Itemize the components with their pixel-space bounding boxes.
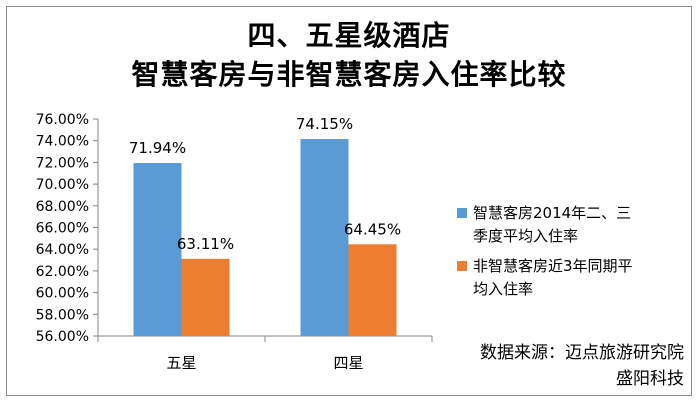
y-tick-label: 68.00% bbox=[36, 199, 89, 215]
y-tick-label: 70.00% bbox=[36, 177, 89, 193]
y-tick-label: 74.00% bbox=[36, 134, 89, 150]
y-tick-label: 76.00% bbox=[36, 112, 89, 128]
legend-label-line: 非智慧客房近3年同期平 bbox=[473, 257, 633, 275]
y-tick-label: 58.00% bbox=[36, 307, 89, 323]
chart-title-line2: 智慧客房与非智慧客房入住率比较 bbox=[131, 58, 567, 91]
y-tick-label: 60.00% bbox=[36, 286, 89, 302]
chart-title-line1: 四、五星级酒店 bbox=[247, 19, 451, 52]
legend-label-line: 季度平均入住率 bbox=[473, 227, 578, 245]
y-tick-label: 56.00% bbox=[36, 329, 89, 345]
bar-smart-0 bbox=[133, 163, 182, 336]
y-tick-label: 64.00% bbox=[36, 242, 89, 258]
data-source-line2: 盛阳科技 bbox=[616, 369, 684, 389]
y-tick-label: 66.00% bbox=[36, 221, 89, 237]
data-label: 63.11% bbox=[177, 235, 234, 253]
legend-label-line: 智慧客房2014年二、三 bbox=[473, 204, 631, 222]
bar-smart-1 bbox=[300, 139, 349, 336]
x-category-label: 五星 bbox=[166, 354, 196, 372]
data-label: 71.94% bbox=[129, 139, 186, 157]
data-label: 74.15% bbox=[296, 115, 353, 133]
legend-label-line: 均入住率 bbox=[473, 280, 533, 298]
legend-swatch-non-smart bbox=[457, 261, 467, 271]
bar-non-smart-1 bbox=[348, 244, 397, 336]
y-tick-label: 62.00% bbox=[36, 264, 89, 280]
legend-swatch-smart bbox=[457, 208, 467, 218]
data-label: 64.45% bbox=[344, 220, 401, 238]
bar-non-smart-0 bbox=[181, 258, 230, 336]
data-source: 数据来源：迈点旅游研究院 盛阳科技 bbox=[424, 340, 684, 392]
data-source-line1: 数据来源：迈点旅游研究院 bbox=[480, 343, 684, 363]
y-tick-label: 72.00% bbox=[36, 155, 89, 171]
x-category-label: 四星 bbox=[333, 354, 363, 372]
